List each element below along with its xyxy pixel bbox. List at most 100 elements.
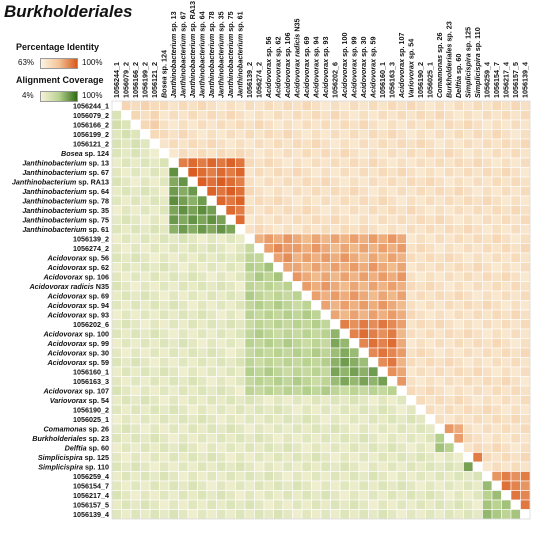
heatmap-cell (482, 281, 493, 292)
heatmap-cell (159, 281, 170, 292)
heatmap-cell (149, 423, 160, 434)
heatmap-cell (396, 309, 407, 320)
heatmap-cell (510, 195, 521, 206)
heatmap-cell (377, 366, 388, 377)
heatmap-cell (387, 490, 398, 501)
heatmap-cell (168, 186, 179, 197)
heatmap-cell (130, 376, 141, 387)
heatmap-cell (244, 338, 255, 349)
heatmap-cell (168, 119, 179, 130)
heatmap-cell (358, 176, 369, 187)
heatmap-cell (168, 309, 179, 320)
heatmap-cell (187, 186, 198, 197)
heatmap-cell (339, 471, 350, 482)
heatmap-cell (197, 414, 208, 425)
heatmap-cell (358, 309, 369, 320)
heatmap-cell (396, 319, 407, 330)
heatmap-cell (491, 233, 502, 244)
heatmap-cell (178, 300, 189, 311)
heatmap-cell (301, 110, 312, 121)
heatmap-cell (301, 433, 312, 444)
heatmap-cell (501, 395, 512, 406)
column-label: Acidovorax sp. 100 (340, 32, 349, 99)
heatmap-cell (244, 195, 255, 206)
heatmap-cell (406, 471, 417, 482)
heatmap-cell (263, 442, 274, 453)
heatmap-cell (349, 290, 360, 301)
heatmap-cell (311, 509, 322, 520)
heatmap-cell (159, 224, 170, 235)
heatmap-cell (168, 129, 179, 140)
heatmap-cell (320, 176, 331, 187)
heatmap-cell (463, 100, 474, 111)
row-label: 1056259_4 (73, 472, 109, 481)
heatmap-cell (482, 452, 493, 463)
column-label: 1056025_1 (425, 62, 434, 98)
heatmap-cell (358, 433, 369, 444)
heatmap-cell (292, 243, 303, 254)
heatmap-cell (168, 357, 179, 368)
heatmap-cell (159, 366, 170, 377)
heatmap-cell (216, 347, 227, 358)
heatmap-cell (206, 262, 217, 273)
heatmap-cell (187, 167, 198, 178)
heatmap-cell (111, 233, 122, 244)
heatmap-cell (520, 376, 531, 387)
heatmap-cell (330, 167, 341, 178)
heatmap-cell (121, 452, 132, 463)
heatmap-cell (216, 452, 227, 463)
heatmap-cell (121, 148, 132, 159)
heatmap-cell (159, 338, 170, 349)
heatmap-cell (178, 385, 189, 396)
heatmap-cell (292, 148, 303, 159)
heatmap-cell (491, 119, 502, 130)
heatmap-cell (434, 176, 445, 187)
heatmap-cell (349, 148, 360, 159)
heatmap-cell (206, 157, 217, 168)
heatmap-cell (453, 366, 464, 377)
heatmap-cell (216, 205, 227, 216)
heatmap-cell (463, 404, 474, 415)
heatmap-cell (482, 480, 493, 491)
heatmap-cell (292, 461, 303, 472)
heatmap-cell (339, 243, 350, 254)
heatmap-cell (301, 290, 312, 301)
heatmap-cell (387, 119, 398, 130)
heatmap-cell (463, 414, 474, 425)
heatmap-cell (121, 300, 132, 311)
heatmap-cell (396, 300, 407, 311)
heatmap-cell (216, 243, 227, 254)
heatmap-cell (472, 186, 483, 197)
heatmap-cell (510, 347, 521, 358)
heatmap-cell (463, 233, 474, 244)
heatmap-cell (187, 262, 198, 273)
heatmap-cell (235, 490, 246, 501)
heatmap-cell (273, 404, 284, 415)
heatmap-cell (510, 129, 521, 140)
heatmap-cell (168, 157, 179, 168)
heatmap-cell (206, 186, 217, 197)
heatmap-cell (244, 290, 255, 301)
column-label: 1056199_2 (140, 62, 149, 98)
heatmap-cell (216, 319, 227, 330)
heatmap-cell (368, 233, 379, 244)
heatmap-cell (168, 347, 179, 358)
row-label: Janthinobacterium sp. 35 (22, 206, 109, 215)
heatmap-cell (168, 452, 179, 463)
heatmap-cell (349, 366, 360, 377)
heatmap-cell (330, 414, 341, 425)
heatmap-cell (434, 385, 445, 396)
heatmap-cell (330, 471, 341, 482)
heatmap-cell (463, 205, 474, 216)
heatmap-cell (368, 148, 379, 159)
heatmap-cell (491, 110, 502, 121)
heatmap-cell (358, 119, 369, 130)
heatmap-cell (273, 281, 284, 292)
heatmap-cell (206, 366, 217, 377)
heatmap-cell (387, 271, 398, 282)
heatmap-cell (463, 252, 474, 263)
heatmap-cell (244, 433, 255, 444)
heatmap-cell (491, 452, 502, 463)
heatmap-cell (159, 262, 170, 273)
heatmap-cell (311, 195, 322, 206)
